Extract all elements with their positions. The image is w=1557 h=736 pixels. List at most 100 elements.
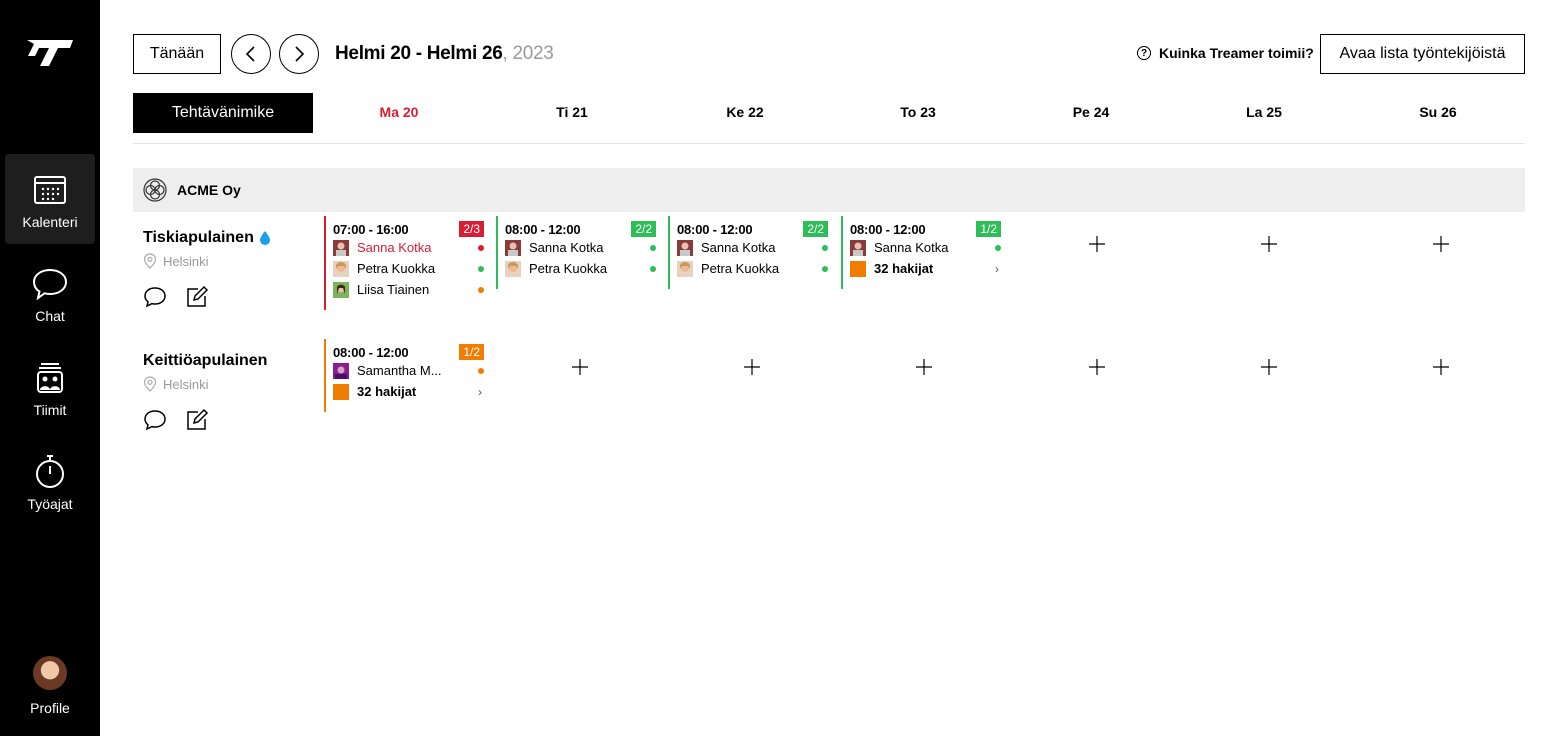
chevron-left-icon xyxy=(245,46,255,62)
comment-icon[interactable] xyxy=(143,285,167,309)
worker-row[interactable]: Sanna Kotka xyxy=(505,237,656,258)
task-name-label: Tiskiapulainen xyxy=(143,229,254,246)
applicants-label: 32 hakijat xyxy=(874,261,934,276)
shift-card[interactable]: 08:00 - 12:00 1/2 Sanna Kotka 32 hakijat… xyxy=(841,216,1001,289)
worker-row[interactable]: Petra Kuokka xyxy=(505,258,656,279)
task-title-sort-button[interactable]: Tehtävänimike xyxy=(133,93,313,133)
worker-name: Sanna Kotka xyxy=(357,240,432,255)
shift-card[interactable]: 08:00 - 12:00 2/2 Sanna Kotka Petra Kuok… xyxy=(496,216,656,289)
sidebar-item-tiimit[interactable]: Tiimit xyxy=(5,342,95,432)
profile-button[interactable]: Profile xyxy=(10,656,90,722)
team-icon xyxy=(37,363,63,393)
company-logo-icon xyxy=(143,178,167,202)
fill-status-badge: 1/2 xyxy=(976,221,1001,237)
status-dot xyxy=(650,244,656,251)
add-shift-button[interactable] xyxy=(915,358,933,376)
add-shift-button[interactable] xyxy=(1088,235,1106,253)
task-name[interactable]: Keittiöapulainen xyxy=(143,352,267,370)
edit-icon[interactable] xyxy=(185,408,209,432)
status-dot xyxy=(478,367,484,374)
applicants-row[interactable]: 32 hakijat › xyxy=(850,258,1001,279)
shift-card[interactable]: 08:00 - 12:00 2/2 Sanna Kotka Petra Kuok… xyxy=(668,216,828,289)
sidebar: Kalenteri Chat Tiimit xyxy=(0,0,100,736)
add-shift-button[interactable] xyxy=(1088,358,1106,376)
open-employee-list-button[interactable]: Avaa lista työntekijöistä xyxy=(1320,34,1525,74)
task-location: Helsinki xyxy=(143,253,270,269)
fill-status-badge: 2/2 xyxy=(631,221,656,237)
worker-avatar xyxy=(505,260,521,277)
chevron-right-icon xyxy=(295,46,305,62)
task-row-keittioapulainen: Keittiöapulainen Helsinki xyxy=(143,352,267,432)
worker-row[interactable]: Liisa Tiainen xyxy=(333,279,484,300)
add-shift-button[interactable] xyxy=(743,358,761,376)
add-shift-button[interactable] xyxy=(1432,358,1450,376)
profile-label: Profile xyxy=(30,700,70,716)
worker-row[interactable]: Petra Kuokka xyxy=(677,258,828,279)
worker-avatar xyxy=(333,362,349,379)
worker-avatar xyxy=(333,260,349,277)
day-header-thu[interactable]: To 23 xyxy=(900,104,936,120)
day-header-tue[interactable]: Ti 21 xyxy=(556,104,588,120)
comment-icon[interactable] xyxy=(143,408,167,432)
add-shift-button[interactable] xyxy=(1260,358,1278,376)
worker-avatar xyxy=(677,260,693,277)
shift-card[interactable]: 08:00 - 12:00 1/2 Samantha M... 32 hakij… xyxy=(324,339,484,412)
date-range-year: , 2023 xyxy=(502,43,554,64)
status-dot xyxy=(478,244,484,251)
task-location-label: Helsinki xyxy=(163,376,209,392)
add-shift-button[interactable] xyxy=(571,358,589,376)
question-icon: ? xyxy=(1137,46,1151,60)
sidebar-item-tyoajat[interactable]: Työajat xyxy=(5,436,95,526)
status-dot xyxy=(650,265,656,272)
avatar xyxy=(33,656,67,690)
task-name[interactable]: Tiskiapulainen xyxy=(143,229,270,247)
next-week-button[interactable] xyxy=(279,34,319,74)
worker-row[interactable]: Sanna Kotka xyxy=(850,237,1001,258)
shift-card[interactable]: 07:00 - 16:00 2/3 Sanna Kotka Petra Kuok… xyxy=(324,216,484,310)
chevron-right-icon: › xyxy=(995,261,999,276)
worker-row[interactable]: Petra Kuokka xyxy=(333,258,484,279)
sidebar-item-kalenteri[interactable]: Kalenteri xyxy=(5,154,95,244)
day-header-fri[interactable]: Pe 24 xyxy=(1072,104,1110,120)
today-button[interactable]: Tänään xyxy=(133,34,221,74)
worker-row[interactable]: Sanna Kotka xyxy=(333,237,484,258)
worker-row[interactable]: Sanna Kotka xyxy=(677,237,828,258)
shift-time: 07:00 - 16:00 xyxy=(333,221,409,237)
worker-name: Liisa Tiainen xyxy=(357,282,430,297)
sidebar-item-label: Kalenteri xyxy=(22,214,78,230)
worker-avatar xyxy=(505,239,521,256)
status-dot xyxy=(478,265,484,272)
day-header-sat[interactable]: La 25 xyxy=(1246,104,1282,120)
worker-avatar xyxy=(677,239,693,256)
day-header-mon[interactable]: Ma 20 xyxy=(379,104,419,120)
edit-icon[interactable] xyxy=(185,285,209,309)
task-name-label: Keittiöapulainen xyxy=(143,352,268,369)
treamer-logo[interactable] xyxy=(25,34,75,68)
day-header-sun[interactable]: Su 26 xyxy=(1419,104,1457,120)
help-label: Kuinka Treamer toimii? xyxy=(1159,45,1314,61)
company-row: ACME Oy xyxy=(133,168,1525,212)
worker-avatar xyxy=(850,239,866,256)
applicants-icon xyxy=(333,383,349,400)
worker-name: Petra Kuokka xyxy=(357,261,436,276)
add-shift-button[interactable] xyxy=(1432,235,1450,253)
fill-status-badge: 2/3 xyxy=(459,221,484,237)
add-shift-button[interactable] xyxy=(1260,235,1278,253)
worker-name: Sanna Kotka xyxy=(874,240,949,255)
sidebar-item-label: Tiimit xyxy=(33,402,67,418)
calendar-icon xyxy=(34,176,66,204)
status-dot xyxy=(995,244,1001,251)
shift-time: 08:00 - 12:00 xyxy=(333,344,409,360)
worker-row[interactable]: Samantha M... xyxy=(333,360,484,381)
task-location: Helsinki xyxy=(143,376,267,392)
fill-status-badge: 1/2 xyxy=(459,344,484,360)
sidebar-item-chat[interactable]: Chat xyxy=(5,248,95,338)
status-dot xyxy=(478,286,484,293)
applicants-row[interactable]: 32 hakijat › xyxy=(333,381,484,402)
help-link[interactable]: ? Kuinka Treamer toimii? xyxy=(1137,45,1314,61)
previous-week-button[interactable] xyxy=(231,34,271,74)
applicants-label: 32 hakijat xyxy=(357,384,417,399)
day-header-wed[interactable]: Ke 22 xyxy=(726,104,764,120)
water-drop-icon xyxy=(259,231,270,245)
